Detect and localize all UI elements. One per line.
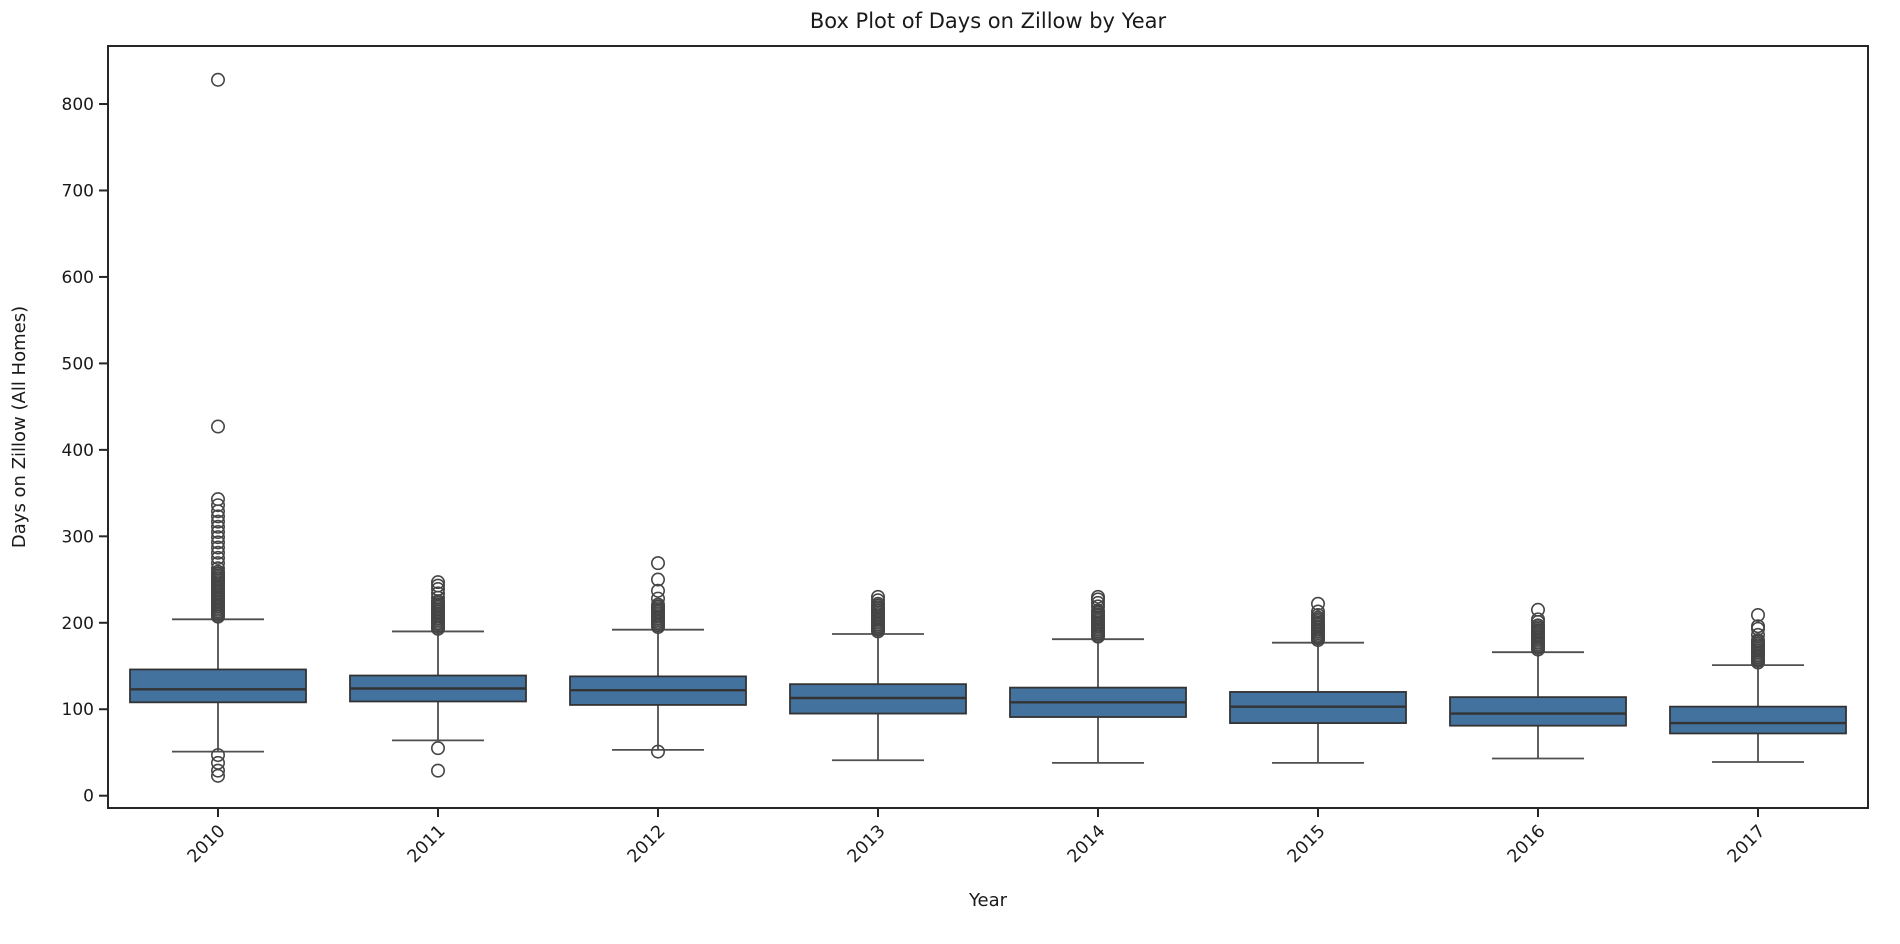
outlier-point (1091, 603, 1106, 618)
outlier-point (211, 748, 226, 763)
y-tick-label: 200 (62, 614, 94, 634)
y-tick-label: 700 (62, 181, 94, 201)
x-tick-label: 2015 (1284, 821, 1330, 867)
outlier-point (211, 535, 226, 550)
box-rect (129, 668, 307, 704)
outlier-point (211, 545, 226, 560)
outlier-point (650, 744, 665, 759)
outlier-point (1751, 633, 1766, 648)
outlier-point (211, 519, 226, 534)
outlier-point (1531, 618, 1546, 633)
outlier-point (211, 550, 226, 565)
outlier-point (1751, 619, 1766, 634)
outlier-point (870, 589, 885, 604)
outlier-point (1751, 607, 1766, 622)
outlier-point (430, 763, 445, 778)
outlier-point (650, 591, 665, 606)
outlier-point (211, 561, 226, 576)
box-group-2017 (1669, 607, 1847, 763)
chart-title: Box Plot of Days on Zillow by Year (810, 9, 1167, 33)
outlier-point (430, 741, 445, 756)
x-tick-label: 2012 (624, 821, 670, 867)
outlier-point (1311, 607, 1326, 622)
outlier-point (650, 597, 665, 612)
outlier-point (1091, 599, 1106, 614)
y-tick-label: 400 (62, 441, 94, 461)
outlier-point (211, 530, 226, 545)
box-group-2014 (1009, 589, 1187, 764)
outlier-point (1531, 602, 1546, 617)
x-tick-label: 2014 (1064, 821, 1110, 867)
y-axis-label: Days on Zillow (All Homes) (9, 306, 30, 548)
x-tick-label: 2017 (1724, 821, 1770, 867)
outlier-point (1091, 589, 1106, 604)
outlier-point (211, 514, 226, 529)
outlier-point (211, 492, 226, 507)
box-group-2015 (1229, 596, 1407, 764)
box-group-2016 (1449, 602, 1627, 760)
outlier-point (1091, 595, 1106, 610)
outlier-point (211, 419, 226, 434)
outlier-point (1311, 604, 1326, 619)
y-tick-label: 300 (62, 527, 94, 547)
box-group-2013 (789, 589, 967, 762)
outlier-point (1531, 612, 1546, 627)
outlier-point (211, 768, 226, 783)
outlier-point (870, 593, 885, 608)
outlier-point (211, 498, 226, 513)
outlier-point (211, 564, 226, 579)
y-tick-label: 600 (62, 268, 94, 288)
outlier-point (211, 540, 226, 555)
x-tick-label: 2010 (184, 821, 230, 867)
outlier-point (430, 578, 445, 593)
box-group-2011 (349, 575, 527, 778)
outlier-point (430, 586, 445, 601)
x-axis-label: Year (968, 890, 1008, 911)
outlier-point (650, 556, 665, 571)
outlier-point (211, 763, 226, 778)
y-tick-label: 100 (62, 700, 94, 720)
outlier-point (1311, 596, 1326, 611)
x-tick-label: 2016 (1504, 821, 1550, 867)
outlier-point (211, 556, 226, 571)
outlier-point (211, 72, 226, 87)
box-group-2012 (569, 556, 747, 759)
outlier-point (211, 509, 226, 524)
outlier-point (1751, 627, 1766, 642)
outlier-point (430, 575, 445, 590)
box-rect (1449, 696, 1627, 727)
box-rect (1669, 705, 1847, 735)
y-tick-label: 0 (83, 787, 94, 807)
x-tick-label: 2013 (844, 821, 890, 867)
x-tick-label: 2011 (404, 821, 450, 867)
outlier-point (211, 524, 226, 539)
y-tick-label: 500 (62, 354, 94, 374)
outlier-point (430, 582, 445, 597)
outlier-point (870, 596, 885, 611)
y-tick-label: 800 (62, 95, 94, 115)
outlier-point (650, 572, 665, 587)
plot-border (107, 45, 1869, 809)
outlier-point (650, 583, 665, 598)
box-group-2010 (129, 72, 307, 783)
plot-area: 0 100 200 300 400 500 600 700 800 2010 2011 2012 201… (62, 45, 1869, 867)
